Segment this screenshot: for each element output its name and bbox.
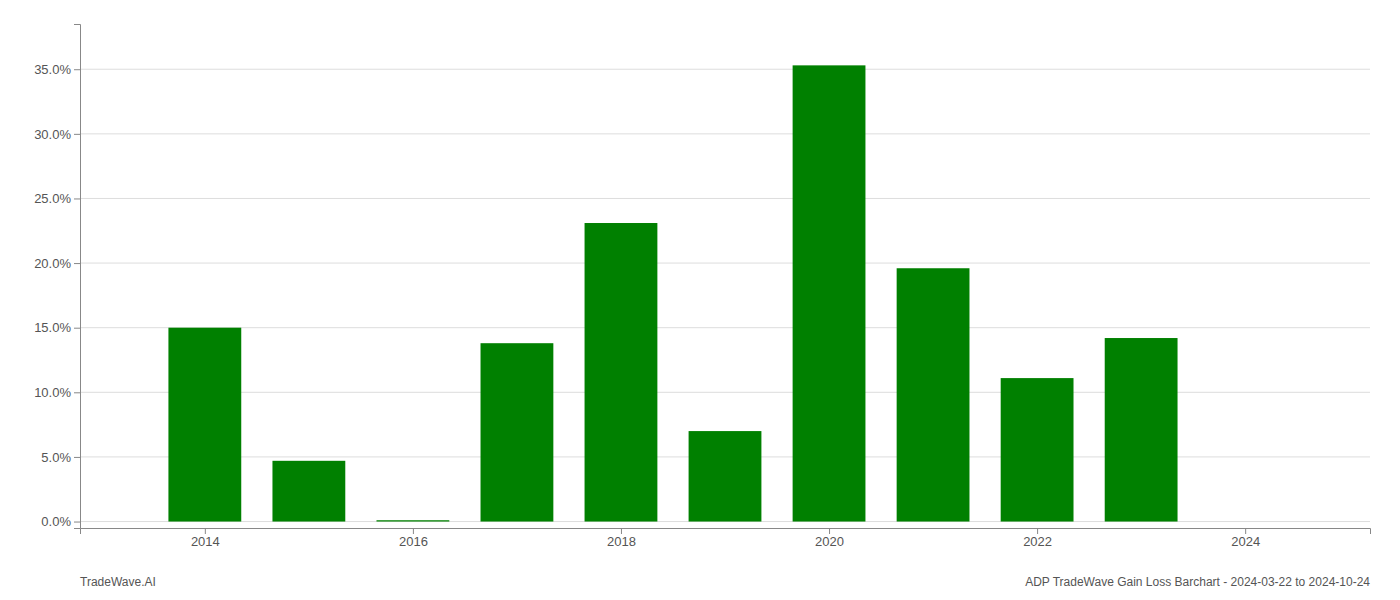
tick: 35.0% bbox=[34, 62, 80, 77]
tick-mark bbox=[74, 457, 80, 458]
tick: 15.0% bbox=[34, 320, 80, 335]
annotation: ADP TradeWave Gain Loss Barchart - 2024-… bbox=[1025, 575, 1370, 589]
tick-mark bbox=[74, 134, 80, 135]
grid-line bbox=[80, 198, 1370, 199]
annotation: TradeWave.AI bbox=[80, 575, 156, 589]
chart: 2014 2016 2018 2020 2022 2024 0.0% 5.0% 10.0% 15.… bbox=[0, 0, 1400, 600]
bar bbox=[376, 520, 449, 521]
bar bbox=[897, 268, 970, 521]
tick-label: 2024 bbox=[1231, 534, 1260, 549]
tick-mark bbox=[1037, 528, 1038, 534]
bar bbox=[1001, 378, 1074, 521]
x-axis: 2014 2016 2018 2020 2022 2024 bbox=[81, 528, 1371, 549]
tick-mark bbox=[74, 392, 80, 393]
tick-label: 30.0% bbox=[34, 127, 71, 142]
tick-label: 2022 bbox=[1023, 534, 1052, 549]
grid bbox=[80, 69, 1370, 521]
tick: 20.0% bbox=[34, 256, 80, 271]
bar bbox=[585, 223, 658, 522]
bar bbox=[793, 65, 866, 521]
tick: 2022 bbox=[1023, 528, 1052, 549]
y-axis: 0.0% 5.0% 10.0% 15.0% 20.0% 25.0% 30.0% 35.0% bbox=[34, 25, 80, 530]
tick: 2024 bbox=[1231, 528, 1260, 549]
tick-mark bbox=[1245, 528, 1246, 534]
footer: TradeWave.AI ADP TradeWave Gain Loss Barc… bbox=[80, 575, 1370, 589]
tick-mark bbox=[621, 528, 622, 534]
tick: 2014 bbox=[191, 528, 220, 549]
tick: 2020 bbox=[815, 528, 844, 549]
tick-label: 2020 bbox=[815, 534, 844, 549]
tick-label: 25.0% bbox=[34, 191, 71, 206]
tick-label: 2016 bbox=[399, 534, 428, 549]
tick-mark bbox=[829, 528, 830, 534]
tick: 2016 bbox=[399, 528, 428, 549]
tick: 0.0% bbox=[41, 514, 80, 529]
tick-mark bbox=[205, 528, 206, 534]
tick-mark bbox=[74, 522, 80, 523]
tick-label: 2018 bbox=[607, 534, 636, 549]
bar bbox=[481, 343, 554, 521]
tick-mark bbox=[74, 198, 80, 199]
tick-label: 5.0% bbox=[41, 450, 71, 465]
tick: 10.0% bbox=[34, 385, 80, 400]
tick-mark bbox=[74, 69, 80, 70]
bar bbox=[1105, 338, 1178, 522]
tick-label: 10.0% bbox=[34, 385, 71, 400]
tick: 5.0% bbox=[41, 450, 80, 465]
tick-label: 15.0% bbox=[34, 320, 71, 335]
tick-mark bbox=[74, 263, 80, 264]
bar bbox=[168, 328, 241, 522]
tick-mark bbox=[413, 528, 414, 534]
tick-label: 0.0% bbox=[41, 514, 71, 529]
grid-line bbox=[80, 69, 1370, 70]
grid-line bbox=[80, 133, 1370, 134]
grid-line bbox=[80, 327, 1370, 328]
tick: 30.0% bbox=[34, 127, 80, 142]
bars bbox=[168, 65, 1177, 521]
bar bbox=[689, 431, 762, 521]
grid-line bbox=[80, 263, 1370, 264]
axis-line bbox=[74, 25, 81, 529]
tick-label: 20.0% bbox=[34, 256, 71, 271]
tick-label: 2014 bbox=[191, 534, 220, 549]
plot: 2014 2016 2018 2020 2022 2024 0.0% 5.0% 10.0% 15.… bbox=[34, 25, 1370, 550]
tick-mark bbox=[74, 328, 80, 329]
tick: 25.0% bbox=[34, 191, 80, 206]
tick: 2018 bbox=[607, 528, 636, 549]
tick-label: 35.0% bbox=[34, 62, 71, 77]
axis-line bbox=[81, 529, 1371, 535]
bar bbox=[272, 461, 345, 522]
